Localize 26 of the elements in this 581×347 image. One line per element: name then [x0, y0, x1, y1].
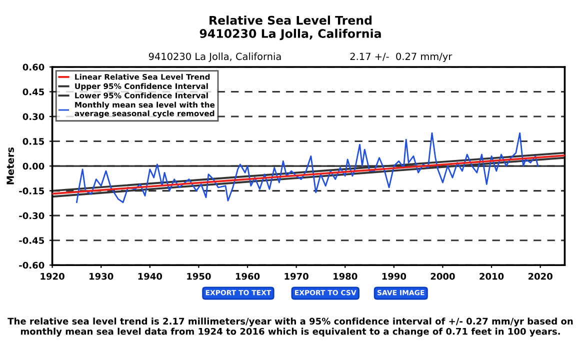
x-tick-label: 1920 [40, 272, 64, 280]
x-tick-label: 2020 [528, 272, 552, 280]
x-tick-label: 1970 [284, 272, 308, 280]
x-tick-label: 2000 [430, 272, 455, 280]
y-tick-label: 0.30 [22, 113, 44, 120]
y-tick-label: -0.30 [19, 212, 44, 220]
y-tick-label: 0.00 [22, 162, 44, 170]
x-tick-label: 1930 [90, 272, 114, 280]
chart-subtitle: 9410230 La Jolla, California [148, 52, 281, 62]
x-tick-label: 1990 [382, 272, 406, 280]
x-tick-label: 1980 [334, 272, 358, 280]
x-tick-label: 2010 [480, 272, 504, 280]
y-axis-title: Meters [6, 147, 14, 184]
line-series [76, 132, 539, 204]
y-tick-label: -0.15 [19, 188, 44, 194]
x-tick-label: 1960 [236, 272, 260, 280]
y-tick-label: -0.60 [19, 262, 44, 269]
x-tick-label: 1940 [138, 272, 162, 280]
chart-title: Relative Sea Level Trend 9410230 La Jolla, California [200, 16, 381, 40]
x-tick-label: 1950 [187, 272, 211, 280]
y-tick-label: 0.15 [22, 138, 44, 145]
y-tick-label: 0.45 [22, 88, 44, 96]
text: 2.17 +/- 0.27 mm/yr [350, 52, 452, 62]
text: The relative sea level trend is 2.17 millimeters/year with a 95% confidence interval of +/- 0.27 mm/yr based on monthly mean sea level data from 1924 to 2016 which is equivalent to a change of 0.71 feet in 100 years. [8, 318, 573, 337]
y-tick-label: -0.45 [19, 237, 44, 244]
y-tick-label: 0.60 [22, 64, 44, 71]
